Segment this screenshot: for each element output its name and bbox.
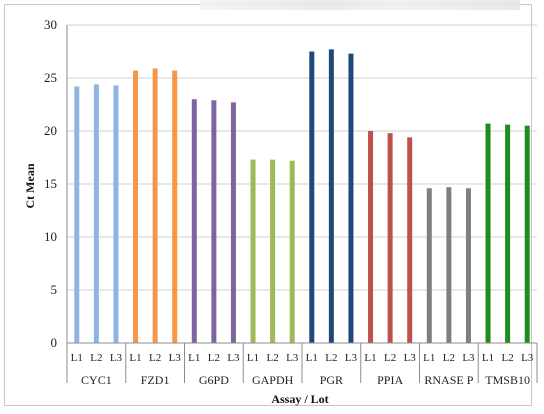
bar <box>524 125 530 343</box>
lot-tick-label: L3 <box>404 352 417 364</box>
bar <box>426 188 432 343</box>
y-axis-title: Ct Mean <box>23 163 37 208</box>
lot-tick-label: L2 <box>208 352 220 364</box>
lot-tick-label: L2 <box>90 352 102 364</box>
lot-tick-label: L3 <box>110 352 123 364</box>
bar <box>93 84 99 344</box>
bar <box>446 187 452 343</box>
assay-label: FZD1 <box>141 373 170 387</box>
y-tick-label: 25 <box>44 70 57 85</box>
lot-tick-label: L2 <box>267 352 279 364</box>
lot-tick-label: L1 <box>482 352 494 364</box>
assay-label: RNASE P <box>424 373 473 387</box>
assay-label: TMSB10 <box>485 373 530 387</box>
bar <box>407 137 413 343</box>
bar <box>133 70 139 343</box>
bar <box>211 100 217 343</box>
y-tick-label: 20 <box>44 123 57 138</box>
bar <box>309 51 315 343</box>
lot-tick-label: L2 <box>384 352 396 364</box>
lot-tick-label: L3 <box>227 352 240 364</box>
lot-tick-label: L1 <box>247 352 259 364</box>
assay-label: PGR <box>320 373 343 387</box>
lot-tick-label: L2 <box>149 352 161 364</box>
bars <box>74 49 530 344</box>
y-tick-label: 10 <box>44 229 57 244</box>
lot-tick-label: L1 <box>364 352 376 364</box>
bar <box>289 160 295 343</box>
bar <box>387 133 393 343</box>
lot-tick-label: L3 <box>521 352 534 364</box>
lot-tick-label: L1 <box>129 352 141 364</box>
bar <box>152 68 158 344</box>
lot-tick-label: L2 <box>502 352 514 364</box>
lot-tick-label: L3 <box>286 352 299 364</box>
bar <box>250 159 256 343</box>
bar <box>505 124 511 343</box>
lot-tick-label: L2 <box>443 352 455 364</box>
lot-tick-label: L3 <box>462 352 475 364</box>
bar <box>328 49 334 343</box>
assay-label: CYC1 <box>81 373 112 387</box>
lot-tick-label: L3 <box>345 352 358 364</box>
y-tick-label: 0 <box>51 335 58 350</box>
bar <box>270 159 276 343</box>
y-tick-label: 5 <box>51 282 58 297</box>
assay-label: GAPDH <box>252 373 294 387</box>
lot-tick-label: L1 <box>306 352 318 364</box>
bar <box>74 86 80 343</box>
y-tick-label: 30 <box>44 17 57 32</box>
bar <box>113 85 119 344</box>
chart-frame <box>4 4 532 406</box>
lot-tick-label: L1 <box>71 352 83 364</box>
bar <box>191 99 197 343</box>
bar <box>368 131 374 343</box>
bar <box>485 123 491 343</box>
bar <box>348 53 354 344</box>
assay-label: G6PD <box>199 373 229 387</box>
lot-tick-label: L1 <box>188 352 200 364</box>
bar <box>172 70 178 343</box>
lot-tick-label: L1 <box>423 352 435 364</box>
bar <box>465 188 471 343</box>
lot-tick-label: L3 <box>169 352 182 364</box>
bar <box>230 102 236 343</box>
assay-label: PPIA <box>377 373 403 387</box>
y-tick-label: 15 <box>44 176 57 191</box>
x-axis-title: Assay / Lot <box>271 392 328 406</box>
background-strip <box>200 0 520 10</box>
lot-tick-label: L2 <box>325 352 337 364</box>
